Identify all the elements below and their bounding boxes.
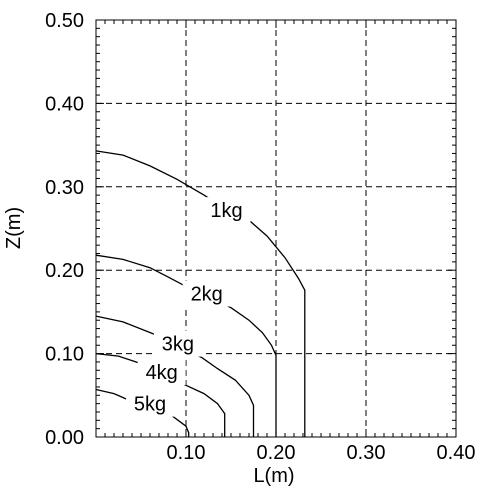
y-tick-label-2: 0.20 xyxy=(45,260,84,282)
contour-label-1: 1kg xyxy=(210,200,242,222)
y-tick-label-1: 0.10 xyxy=(45,344,84,366)
x-tick-label-1: 0.20 xyxy=(257,442,296,464)
contour-label-backing xyxy=(182,280,231,307)
y-tick-label-5: 0.50 xyxy=(45,10,84,32)
contour-label-2: 2kg xyxy=(191,284,223,306)
contour-label-backing xyxy=(202,197,251,224)
contour-label-4: 4kg xyxy=(146,362,178,384)
contour-label-backing xyxy=(137,358,186,385)
contour-line-2 xyxy=(95,254,277,437)
x-tick-label-0: 0.10 xyxy=(167,442,206,464)
tick-labels: 0.10 0.20 0.30 0.40 0.00 0.10 0.20 0.30 0.40 0.50 xyxy=(45,10,475,464)
contour-label-3: 3kg xyxy=(162,334,194,356)
minor-ticks xyxy=(96,20,456,437)
contour-line-3 xyxy=(95,315,255,437)
y-tick-label-3: 0.30 xyxy=(45,177,84,199)
contour-label-backing xyxy=(153,330,202,357)
y-tick-label-0: 0.00 xyxy=(45,427,84,449)
contour-label-5: 5kg xyxy=(134,394,166,416)
contour-label-backing xyxy=(126,390,174,417)
x-tick-label-2: 0.30 xyxy=(347,442,386,464)
contour-line-4 xyxy=(95,352,226,437)
x-axis-title: L(m) xyxy=(253,465,294,487)
y-axis-title: Z(m) xyxy=(3,207,25,249)
contour-labels: 1kg 2kg 3kg 4kg 5kg xyxy=(126,197,251,417)
y-tick-label-4: 0.40 xyxy=(45,93,84,115)
x-tick-label-3: 0.40 xyxy=(437,442,476,464)
